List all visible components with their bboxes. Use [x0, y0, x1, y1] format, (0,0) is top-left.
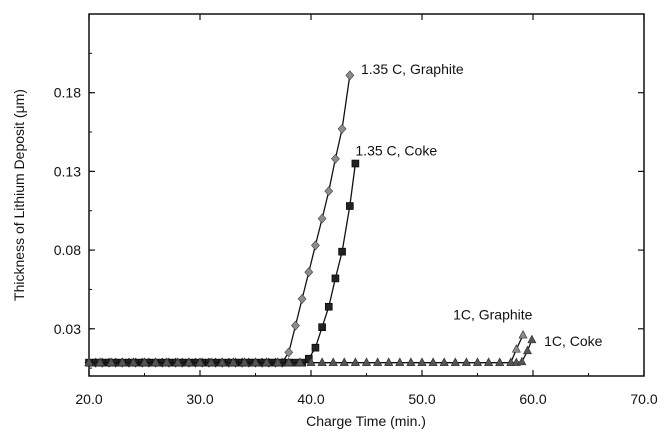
data-point — [350, 357, 360, 366]
data-point — [328, 357, 338, 366]
data-point — [346, 202, 354, 210]
x-tick-label: 50.0 — [408, 391, 435, 407]
data-point — [417, 357, 427, 366]
series-1c-coke — [84, 334, 537, 366]
data-point — [384, 357, 394, 366]
y-tick-label: 0.08 — [54, 242, 81, 258]
data-point — [324, 302, 333, 311]
data-point — [251, 357, 260, 366]
data-point — [484, 357, 494, 366]
data-point — [317, 357, 327, 366]
data-point — [291, 320, 300, 331]
data-point — [311, 343, 320, 352]
data-point — [522, 345, 532, 355]
data-point — [331, 274, 340, 283]
data-point — [297, 293, 307, 304]
x-tick-label: 30.0 — [186, 391, 213, 407]
x-axis-title: Charge Time (min.) — [306, 413, 426, 429]
data-point — [362, 357, 371, 366]
data-point — [517, 356, 527, 366]
data-point — [351, 159, 360, 168]
data-point — [217, 357, 227, 366]
series-label: 1C, Coke — [544, 333, 603, 349]
y-axis: 0.03 0.08 0.13 0.18 — [54, 13, 644, 369]
data-point — [162, 357, 172, 366]
data-point — [273, 357, 283, 366]
series-label: 1.35 C, Coke — [355, 143, 437, 159]
data-point — [527, 334, 537, 344]
data-point — [304, 267, 314, 278]
data-point — [406, 357, 416, 366]
data-point — [461, 357, 471, 366]
data-point — [324, 186, 334, 197]
series-layer — [84, 70, 537, 368]
series-label: 1.35 C, Graphite — [361, 61, 464, 77]
data-point — [317, 213, 327, 224]
data-point — [331, 153, 340, 164]
data-point — [395, 357, 405, 366]
data-point — [151, 357, 161, 366]
data-point — [284, 347, 294, 358]
data-point — [495, 357, 505, 366]
data-point — [184, 357, 194, 366]
data-point — [511, 344, 521, 353]
data-point — [284, 357, 294, 366]
plot-frame — [88, 13, 645, 377]
data-point — [450, 357, 460, 366]
data-point — [128, 357, 138, 366]
x-tick-label: 20.0 — [75, 391, 102, 407]
data-point — [228, 357, 238, 366]
data-point — [311, 240, 320, 251]
data-point — [140, 357, 149, 366]
data-point — [338, 247, 346, 256]
data-point — [318, 323, 326, 332]
y-tick-label: 0.13 — [54, 163, 81, 179]
y-tick-label: 0.18 — [54, 85, 81, 101]
data-point — [428, 357, 438, 366]
data-point — [262, 357, 272, 366]
annotation-layer: 1.35 C, Graphite 1.35 C, Coke 1C, Graphite… — [355, 61, 602, 349]
data-point — [373, 357, 383, 366]
data-point — [195, 357, 205, 366]
data-point — [506, 357, 516, 366]
data-point — [518, 329, 528, 339]
x-axis: 20.0 30.0 40.0 50.0 60.0 70.0 — [75, 14, 658, 407]
data-point — [95, 357, 105, 366]
series-label: 1C, Graphite — [453, 306, 533, 322]
data-point — [295, 357, 305, 366]
data-point — [106, 357, 116, 366]
data-point — [84, 357, 94, 366]
y-axis-title: Thickness of Lithium Deposit (μm) — [11, 89, 27, 301]
y-tick-label: 0.03 — [54, 321, 81, 337]
x-tick-label: 40.0 — [297, 391, 324, 407]
x-tick-label: 70.0 — [630, 391, 657, 407]
data-point — [239, 357, 249, 366]
data-point — [345, 70, 355, 81]
data-point — [173, 357, 183, 366]
data-point — [337, 123, 347, 134]
x-tick-label: 60.0 — [519, 391, 546, 407]
data-point — [439, 357, 449, 366]
data-point — [306, 357, 316, 366]
data-point — [473, 357, 482, 366]
data-point — [117, 357, 127, 366]
data-point — [339, 357, 349, 366]
data-point — [206, 357, 216, 366]
